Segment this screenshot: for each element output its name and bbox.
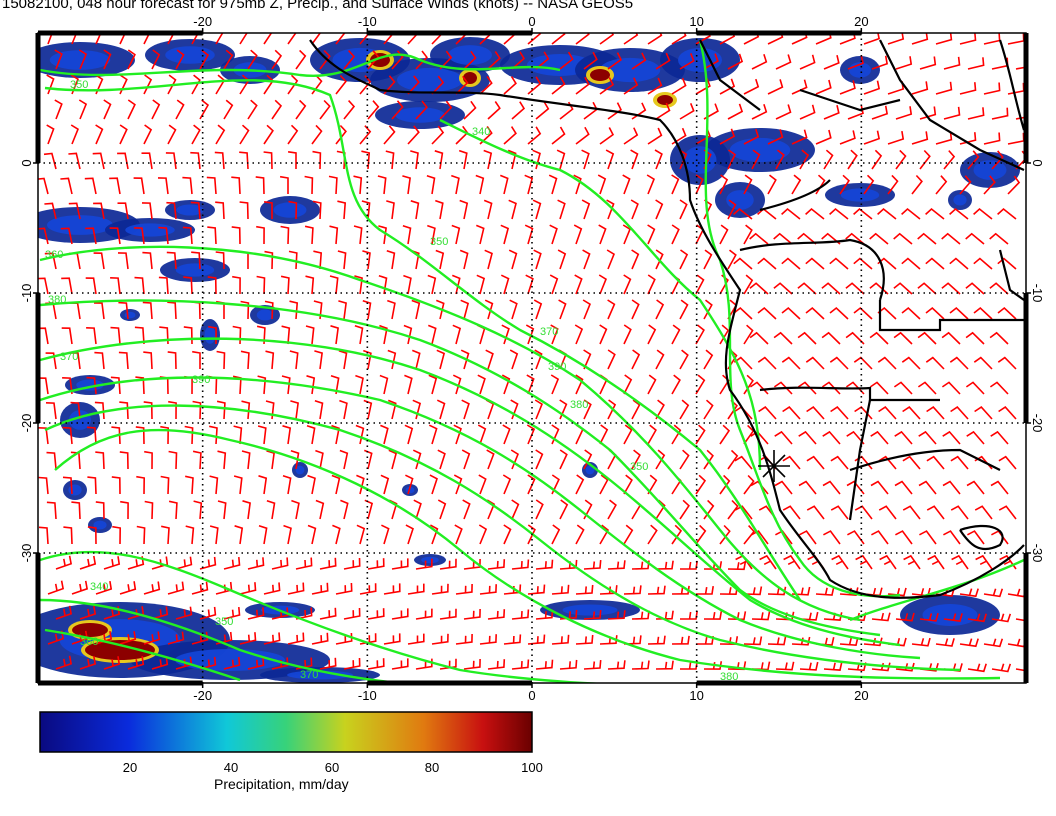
- precipitation-field: [38, 37, 1020, 683]
- lat-tick-label-left: -30: [19, 544, 34, 563]
- contour-label: 380: [48, 294, 66, 306]
- star-marker: [758, 450, 790, 482]
- lon-tick-label-top: -10: [358, 14, 377, 29]
- contour-label: 360: [45, 249, 63, 261]
- lat-tick-label-right: -30: [1030, 544, 1045, 563]
- contour-label: 360: [80, 636, 98, 648]
- lon-tick-label-bottom: -20: [193, 688, 212, 703]
- contour-label: 350: [630, 461, 648, 473]
- lon-tick-label-top: 0: [528, 14, 535, 29]
- contour-label: 350: [215, 616, 233, 628]
- lon-tick-label-bottom: 20: [854, 688, 868, 703]
- colorbar-label: Precipitation, mm/day: [214, 776, 349, 792]
- contour-label: 380: [720, 671, 738, 683]
- coastlines: [309, 39, 1026, 599]
- lon-tick-label-top: -20: [193, 14, 212, 29]
- colorbar-tick: 80: [424, 760, 440, 775]
- lat-tick-label-right: -10: [1030, 284, 1045, 303]
- lon-tick-label-bottom: 10: [689, 688, 703, 703]
- colorbar-tick: 100: [521, 760, 543, 775]
- contour-label: 380: [570, 399, 588, 411]
- colorbar-tick: 20: [122, 760, 138, 775]
- colorbar: [39, 711, 533, 753]
- contour-label: 390: [548, 361, 566, 373]
- contour-label: 350: [430, 236, 448, 248]
- contour-label: 370: [300, 669, 318, 681]
- lat-tick-label-left: -10: [19, 284, 34, 303]
- lat-tick-label-left: -20: [19, 414, 34, 433]
- contour-label: 390: [192, 374, 210, 386]
- height-contours: [39, 39, 1025, 683]
- lon-tick-label-top: 20: [854, 14, 868, 29]
- chart-title: 15082100, 048 hour forecast for 975mb Z,…: [2, 0, 634, 12]
- lat-tick-label-left: 0: [19, 159, 34, 166]
- contour-label: 370: [60, 351, 78, 363]
- contour-label: 370: [540, 326, 558, 338]
- colorbar-tick: 60: [324, 760, 340, 775]
- lon-tick-label-bottom: 0: [528, 688, 535, 703]
- lat-tick-label-right: -20: [1030, 414, 1045, 433]
- lat-lon-grid: [38, 33, 1026, 683]
- contour-label: 340: [90, 581, 108, 593]
- contour-label: 350: [70, 79, 88, 91]
- lat-tick-label-right: 0: [1030, 159, 1045, 166]
- colorbar-tick: 40: [223, 760, 239, 775]
- lon-tick-label-bottom: -10: [358, 688, 377, 703]
- lon-tick-label-top: 10: [689, 14, 703, 29]
- contour-label: 340: [472, 126, 490, 138]
- wind-barbs: [38, 33, 1026, 673]
